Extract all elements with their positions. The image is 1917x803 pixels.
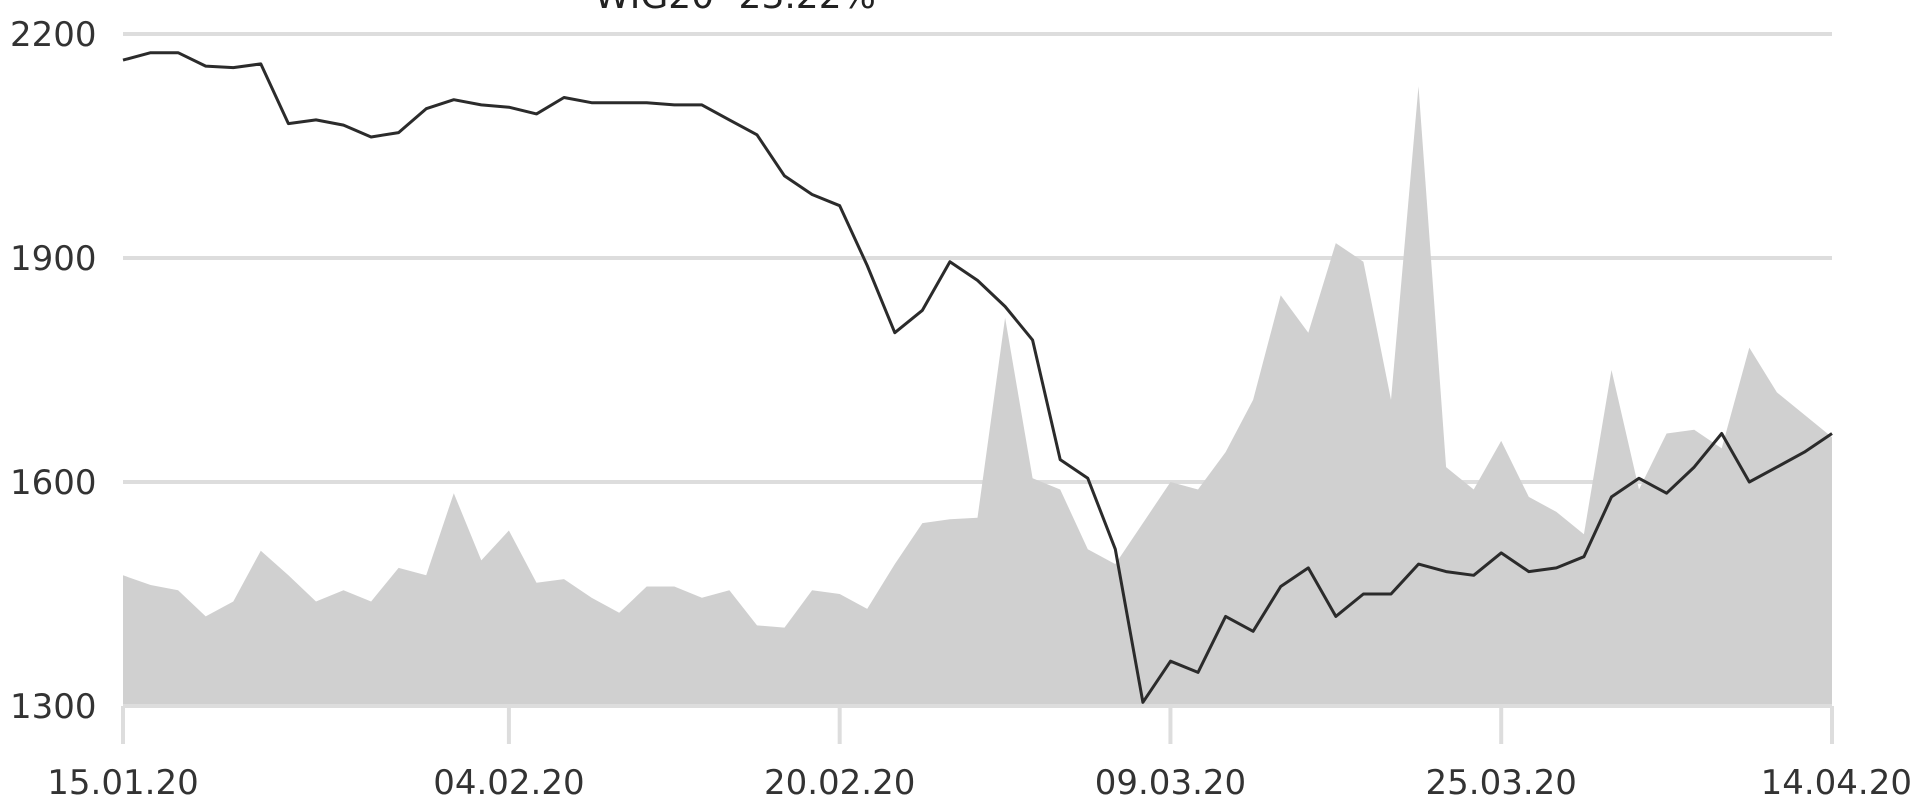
y-tick-label: 1600: [10, 463, 97, 503]
x-tick-label: 20.02.20: [764, 763, 915, 803]
x-tick-label: 14.04.20: [1761, 763, 1912, 803]
y-tick-label: 1900: [10, 239, 97, 279]
chart-title: WIG20 -23.22%: [594, 0, 876, 17]
line-series: [122, 51, 1833, 704]
x-tick-label: 15.01.20: [47, 763, 198, 803]
area-series: [123, 86, 1832, 707]
x-tick-label: 04.02.20: [433, 763, 584, 803]
x-tick-label: 09.03.20: [1095, 763, 1246, 803]
x-tick-label: 25.03.20: [1426, 763, 1577, 803]
y-tick-label: 1300: [10, 687, 97, 727]
axes: 15.01.20 04.02.20 20.02.20 09.03.20 25.03.20…: [47, 704, 1912, 803]
y-tick-label: 2200: [10, 15, 97, 55]
